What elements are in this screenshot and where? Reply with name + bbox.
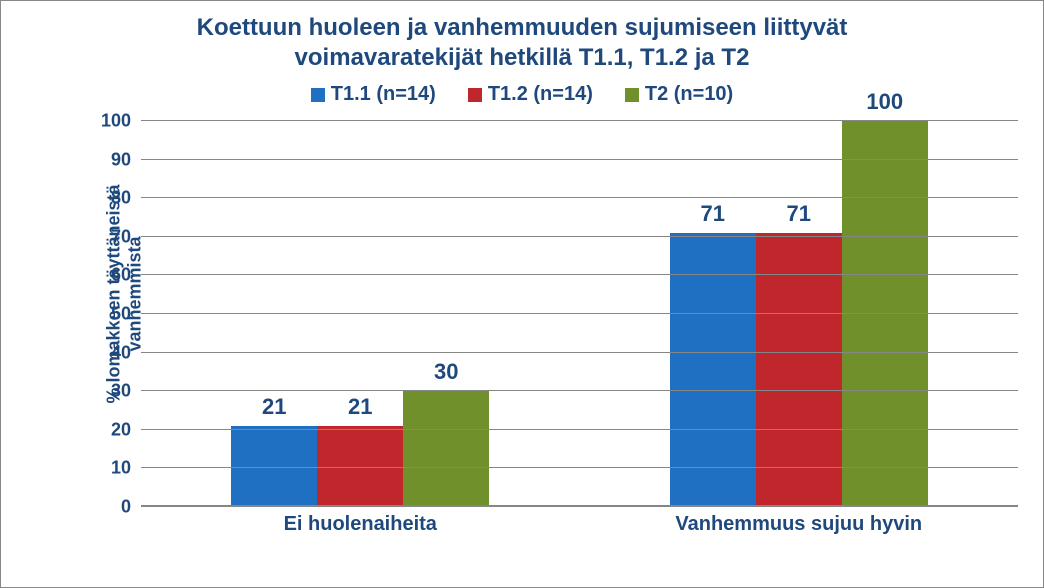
x-tick-label: Vanhemmuus sujuu hyvin [580,507,1019,537]
y-tick-label: 80 [81,188,131,209]
y-tick-label: 60 [81,265,131,286]
legend-item-1: T1.2 (n=14) [468,83,593,106]
y-tick-label: 90 [81,149,131,170]
grid-line: 70 [141,236,1018,237]
chart-title-line2: voimavaratekijät hetkillä T1.1, T1.2 ja … [295,44,750,71]
legend-item-2: T2 (n=10) [625,83,733,106]
legend-swatch-0 [311,88,325,102]
chart-title: Koettuun huoleen ja vanhemmuuden sujumis… [1,1,1043,77]
bar-value-label: 21 [348,394,372,420]
bar: 100 [842,121,928,507]
bar: 30 [403,391,489,507]
bar-value-label: 21 [262,394,286,420]
grid-line: 30 [141,390,1018,391]
y-tick-label: 100 [81,111,131,132]
category-group: 71 71 100 [580,121,1019,507]
y-tick-label: 10 [81,458,131,479]
y-tick-label: 70 [81,226,131,247]
grid-line: 90 [141,159,1018,160]
category-group: 21 21 30 [141,121,580,507]
y-tick-label: 50 [81,304,131,325]
y-tick-label: 40 [81,342,131,363]
legend-swatch-2 [625,88,639,102]
grid-line: 40 [141,352,1018,353]
bars-row: 21 21 30 71 71 100 [141,121,1018,507]
grid-line: 20 [141,429,1018,430]
x-axis-labels: Ei huolenaiheitaVanhemmuus sujuu hyvin [141,507,1018,537]
legend-swatch-1 [468,88,482,102]
bar-value-label: 100 [866,89,903,115]
grid-line: 80 [141,197,1018,198]
plot-wrap: 2121307171100 0102030405060708090100 Ei … [71,121,1018,537]
grid-line: 100 [141,120,1018,121]
y-tick-label: 20 [81,419,131,440]
plot-area: 2121307171100 0102030405060708090100 [141,121,1018,507]
legend-label-0: T1.1 (n=14) [331,83,436,106]
bar-value-label: 71 [787,201,811,227]
legend-item-0: T1.1 (n=14) [311,83,436,106]
chart-title-line1: Koettuun huoleen ja vanhemmuuden sujumis… [197,14,848,41]
legend-label-2: T2 (n=10) [645,83,733,106]
legend-label-1: T1.2 (n=14) [488,83,593,106]
chart-container: Koettuun huoleen ja vanhemmuuden sujumis… [0,0,1044,588]
x-tick-label: Ei huolenaiheita [141,507,580,537]
y-tick-label: 30 [81,381,131,402]
grid-line: 10 [141,467,1018,468]
bar-value-label: 71 [701,201,725,227]
y-tick-label: 0 [81,497,131,518]
grid-line: 60 [141,274,1018,275]
bar-value-label: 30 [434,359,458,385]
grid-line: 50 [141,313,1018,314]
